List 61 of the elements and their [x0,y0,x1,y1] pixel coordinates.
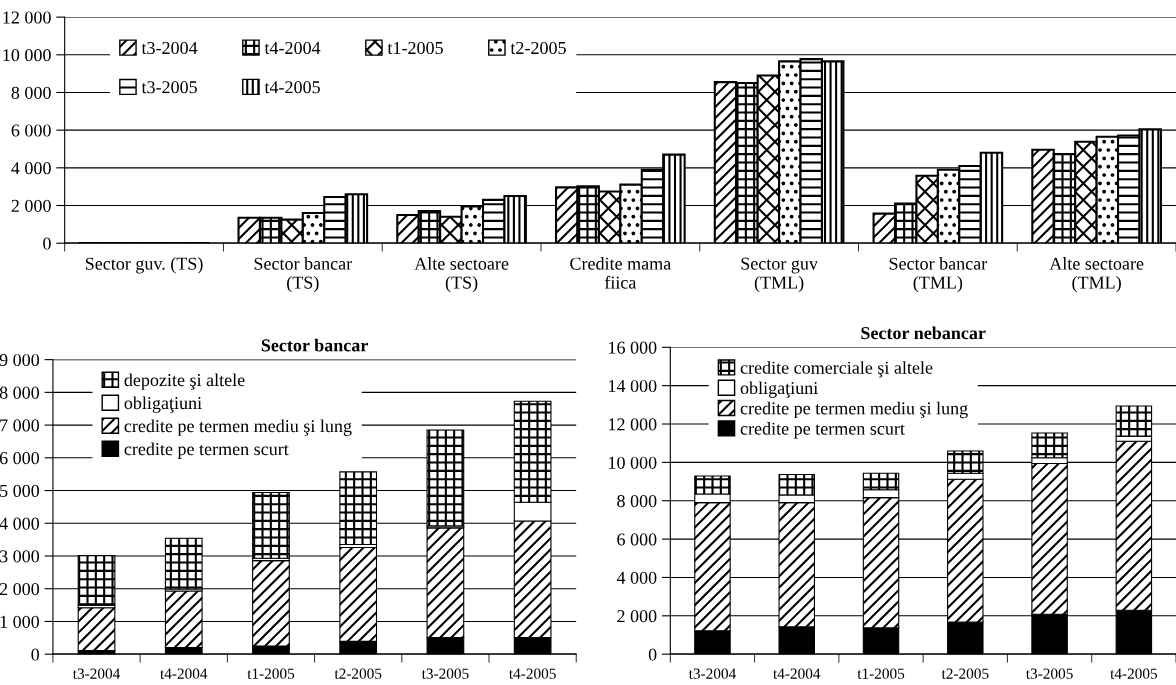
x-tick-label: Sector bancar (TML) [889,257,988,293]
x-tick-label: t3-2004 [72,668,121,679]
y-tick-label: 0 [648,648,657,661]
legend-label: t2-2005 [510,41,566,55]
legend-label: t3-2005 [141,81,197,94]
x-tick-label: t2-2005 [334,668,382,679]
x-tick-label: t4-2005 [1110,668,1158,679]
y-tick-label: 10 000 [3,49,51,62]
y-tick-label: 6 000 [11,124,51,137]
x-tick-label: Alte sectoare (TML) [1049,257,1144,293]
x-tick-label: t4-2005 [509,668,556,679]
y-tick-label: 4 000 [616,571,657,584]
legend-label: credite pe termen scurt [740,422,905,439]
y-tick-label: 9 000 [0,353,40,367]
legend-label: t4-2004 [264,41,321,55]
y-tick-label: 14 000 [609,379,657,393]
x-tick-label: t3-2005 [421,668,469,679]
y-tick-label: 8 000 [11,86,51,99]
chart-title: Sector bancar [261,338,368,352]
x-tick-label: t2-2005 [941,668,989,679]
x-tick-label: Sector guv (TML) [741,257,818,293]
legend-label: credite pe termen mediu şi lung [124,419,352,436]
legend-label: credite pe termen scurt [124,442,289,459]
y-tick-label: 2 000 [617,610,657,623]
x-tick-label: t4-2004 [773,668,821,679]
x-tick-label: t1-2005 [247,668,295,679]
y-tick-label: 0 [31,648,40,661]
y-tick-label: 6 000 [0,452,40,465]
y-tick-label: 4 000 [0,517,40,530]
legend-label: credite pe termen mediu şi lung [740,401,968,419]
y-tick-label: 8 000 [617,494,657,508]
y-tick-label: 6 000 [617,533,657,546]
x-tick-label: t3-2005 [1025,668,1073,679]
legend-label: depozite şi altele [124,373,245,390]
x-tick-label: Credite mama fiica [570,257,671,289]
legend-label: t1-2005 [387,41,443,55]
y-tick-label: 2 000 [11,199,51,212]
y-tick-label: 10 000 [609,456,657,469]
y-tick-label: 12 000 [3,11,51,24]
x-tick-label: Alte sectoare (TS) [414,257,509,293]
legend-label: credite comerciale şi altele [740,361,933,378]
y-tick-label: 5 000 [0,484,40,497]
x-tick-label: Sector bancar (TS) [254,257,353,293]
y-tick-label: 3 000 [0,550,40,563]
y-tick-label: 12 000 [609,418,657,431]
y-tick-label: 0 [43,237,51,250]
y-tick-label: 7 000 [0,419,40,432]
legend-label: t3-2004 [141,41,198,55]
y-tick-label: 16 000 [609,341,657,354]
legend-label: obligaţiuni [124,396,202,413]
y-tick-label: 8 000 [0,386,40,399]
y-tick-label: 1 000 [0,615,40,628]
x-tick-label: t3-2004 [688,668,736,679]
y-tick-label: 2 000 [0,582,40,596]
chart-title: Sector nebancar [861,326,986,340]
legend-label: obligaţiuni [740,381,818,398]
y-tick-label: 4 000 [11,162,51,175]
x-tick-label: t4-2004 [160,668,208,679]
legend-label: t4-2005 [264,81,320,94]
x-tick-label: t1-2005 [857,668,905,679]
x-tick-label: Sector guv. (TS) [85,257,203,274]
